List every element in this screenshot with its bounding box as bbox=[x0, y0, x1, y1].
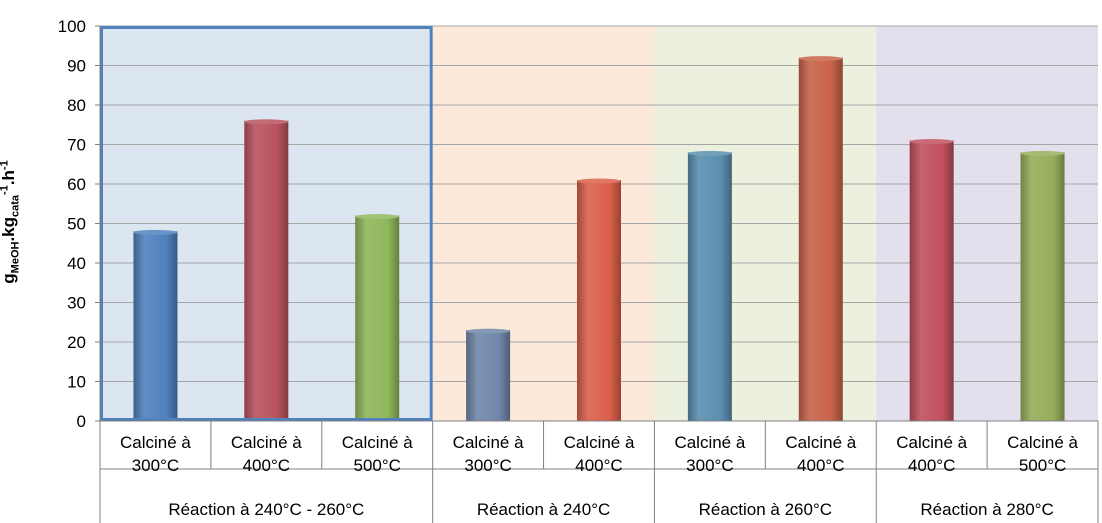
bars bbox=[133, 56, 1065, 422]
category-label-line1: Calciné à bbox=[342, 433, 413, 452]
group-label: Réaction à 240°C bbox=[477, 500, 610, 519]
bar bbox=[687, 152, 732, 421]
bar-cap bbox=[355, 214, 400, 220]
category-label-line2: 500°C bbox=[1019, 456, 1066, 475]
bar bbox=[1020, 152, 1065, 421]
group-label: Réaction à 280°C bbox=[920, 500, 1053, 519]
category-label-line1: Calciné à bbox=[674, 433, 745, 452]
bar-cap bbox=[466, 328, 511, 334]
bar-cap bbox=[1020, 150, 1065, 156]
y-tick-label: 100 bbox=[58, 17, 86, 36]
category-label-line2: 500°C bbox=[353, 456, 400, 475]
y-tick-label: 80 bbox=[67, 96, 86, 115]
bar bbox=[133, 231, 178, 421]
category-label-line1: Calciné à bbox=[231, 433, 302, 452]
category-label-line2: 400°C bbox=[908, 456, 955, 475]
axes bbox=[95, 25, 1099, 523]
y-tick-label: 50 bbox=[67, 215, 86, 234]
category-label-line1: Calciné à bbox=[564, 433, 635, 452]
category-label-line2: 400°C bbox=[575, 456, 622, 475]
y-tick-label: 30 bbox=[67, 294, 86, 313]
group-label: Réaction à 260°C bbox=[699, 500, 832, 519]
category-label-line1: Calciné à bbox=[120, 433, 191, 452]
category-label-line1: Calciné à bbox=[1007, 433, 1078, 452]
bar bbox=[244, 120, 289, 422]
bar-cap bbox=[798, 56, 843, 62]
category-label-line2: 300°C bbox=[686, 456, 733, 475]
bar bbox=[577, 180, 621, 421]
bar-cap bbox=[577, 178, 621, 184]
category-label-line1: Calciné à bbox=[896, 433, 967, 452]
bar bbox=[355, 215, 400, 421]
category-label-line1: Calciné à bbox=[453, 433, 524, 452]
y-tick-label: 90 bbox=[67, 57, 86, 76]
y-tick-label: 70 bbox=[67, 136, 86, 155]
bar-cap bbox=[687, 150, 732, 156]
category-label-line2: 400°C bbox=[243, 456, 290, 475]
group-highlight-border bbox=[100, 26, 433, 421]
bar bbox=[798, 57, 843, 421]
bar bbox=[466, 330, 511, 421]
y-tick-label: 10 bbox=[67, 373, 86, 392]
bar-cap bbox=[244, 119, 289, 125]
category-label-line1: Calciné à bbox=[785, 433, 856, 452]
category-label-line2: 300°C bbox=[132, 456, 179, 475]
category-label-line2: 300°C bbox=[464, 456, 511, 475]
bar-cap bbox=[133, 229, 178, 235]
labels: 0 10 20 30 40 50 60 70 80 90 100 Calciné à 300°C Calc… bbox=[58, 17, 1079, 519]
group-label: Réaction à 240°C - 260°C bbox=[168, 500, 364, 519]
bar bbox=[909, 140, 954, 422]
y-tick-label: 40 bbox=[67, 254, 86, 273]
y-tick-label: 0 bbox=[77, 412, 86, 431]
y-tick-label: 20 bbox=[67, 333, 86, 352]
y-tick-label: 60 bbox=[67, 175, 86, 194]
bar-cap bbox=[909, 139, 954, 145]
category-label-line2: 400°C bbox=[797, 456, 844, 475]
